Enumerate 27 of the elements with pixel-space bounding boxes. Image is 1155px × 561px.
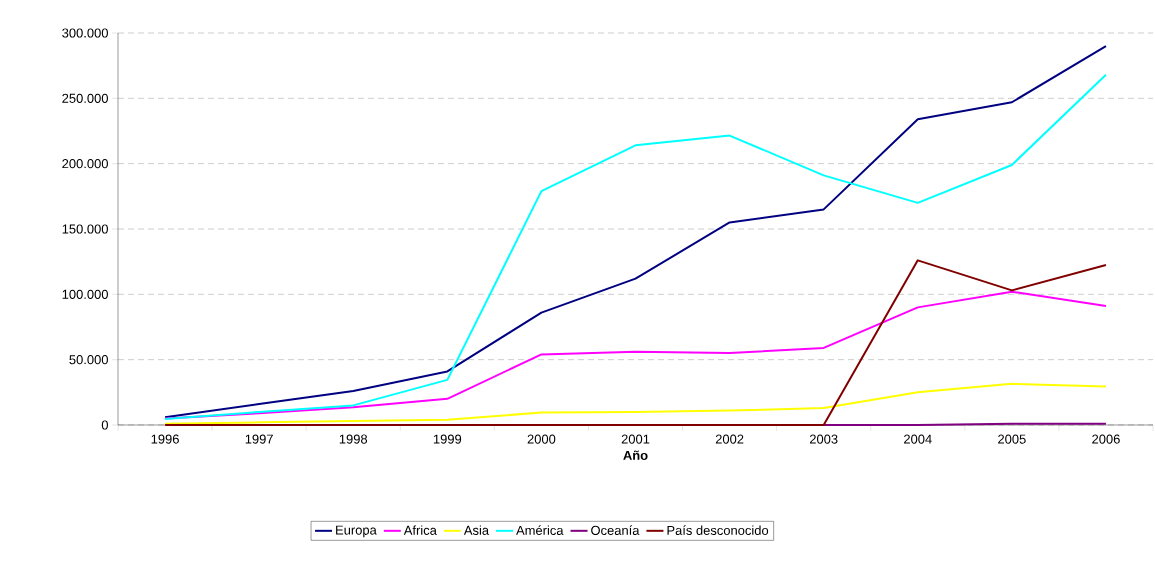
y-tick-label: 100.000: [62, 289, 108, 299]
legend-label: América: [516, 525, 564, 535]
legend-label: Africa: [403, 525, 437, 535]
line-series: [164, 290, 1107, 420]
line-series: [164, 382, 1107, 425]
x-tick-label: 1996: [151, 434, 179, 444]
x-tick-label: 2000: [527, 434, 556, 444]
x-tick-label: 1998: [339, 434, 368, 444]
x-tick-label: 1999: [433, 434, 462, 444]
y-tick-label: 200.000: [62, 159, 108, 169]
x-tick-label: 2002: [715, 434, 744, 444]
legend-label: Asia: [463, 525, 490, 535]
y-tick-label: 50.000: [69, 355, 108, 365]
y-tick-label: 0: [101, 420, 108, 430]
x-axis-title: Año: [623, 450, 648, 460]
x-tick-label: 2005: [998, 434, 1026, 444]
y-tick-label: 150.000: [62, 224, 108, 234]
x-tick-label: 2004: [904, 434, 932, 444]
y-tick-label: 250.000: [62, 93, 108, 103]
legend-label: Oceanía: [591, 525, 640, 535]
x-tick-label: 2001: [621, 434, 650, 444]
legend-label: País desconocido: [667, 525, 769, 535]
legend-label: Europa: [336, 525, 377, 538]
x-tick-label: 1997: [245, 434, 273, 444]
y-tick-label: 300.000: [62, 28, 108, 38]
x-tick-label: 2006: [1092, 434, 1120, 444]
x-tick-label: 2003: [809, 434, 838, 444]
